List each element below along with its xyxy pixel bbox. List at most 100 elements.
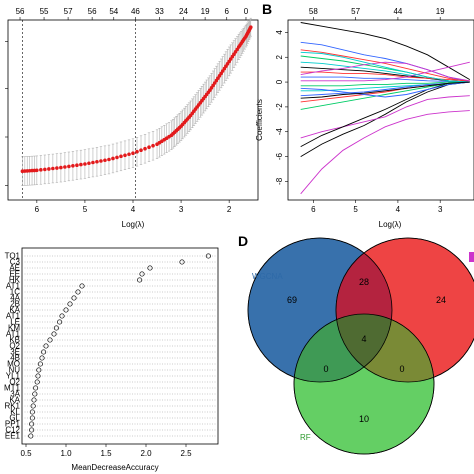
panel-b-series-line [300,81,470,103]
panel-c-category-label: 2B [10,300,20,309]
panel-a-point [47,167,51,171]
panel-b-top-tick-label: 44 [393,7,402,16]
panel-c-x-tick-label: 1.0 [60,449,72,458]
panel-a-point [95,159,99,164]
panel-c-xlabel: MeanDecreaseAccuracy [71,463,158,472]
panel-c-rows: TO1C3AEEEHKAT11C4A2BKAAT1LEKMAT1KBO23E4B… [4,252,218,441]
panel-c-category-label: PP1 [5,420,21,429]
panel-a-point [143,146,147,151]
panel-b-coefficient-paths: B 58 57 44 19 6 5 4 3 -8 -6 -4 -2 0 2 4 Log(λ) Coeff… [255,1,474,229]
panel-c-category-label: RK1 [4,402,20,411]
venn-overlap-right-rf [336,314,434,382]
venn-label-rf: RF [300,433,311,442]
panel-a-x-tick-label: 6 [35,205,40,214]
panel-b-left-axis: -8 -6 -4 -2 0 2 4 [275,30,288,185]
panel-b-y-tick-label: 0 [275,79,284,84]
panel-b-frame [287,19,474,201]
panel-a-top-tick-label: 57 [64,7,73,16]
panel-a-top-tick-label: 33 [155,7,164,16]
panel-b-series-line [300,51,470,83]
venn-count-all: 4 [361,334,366,344]
panel-b-series-line [300,81,470,147]
panel-a-point [55,166,59,170]
panel-c-category-label: 3E [10,348,20,357]
panel-c-point [37,361,43,367]
panel-c-category-label: MO [7,360,20,369]
panel-c-point [79,283,85,289]
panel-b-y-tick-label: -2 [275,103,284,111]
panel-c-category-label: C12 [5,426,20,435]
panel-c-category-label: MT1 [4,384,21,393]
panel-c-category-label: 4B [10,354,20,363]
panel-c-category-label: 3A [10,390,20,399]
panel-b-x-tick-label: 5 [353,205,358,214]
panel-c-point [29,421,35,427]
panel-c-point [205,253,211,259]
venn-count-wgcna-rf: 0 [323,364,328,374]
venn-count-wgcna-right: 28 [359,277,369,287]
panel-b-y-tick-label: -6 [275,152,284,160]
panel-c-category-label: 4A [10,294,20,303]
panel-b-series-line [300,22,471,80]
panel-b-series-line [300,110,470,195]
panel-c-category-label: AT1 [6,330,21,339]
panel-c-point [36,367,42,373]
panel-c-point [137,277,143,283]
panel-b-x-tick-label: 3 [438,205,443,214]
panel-b-top-tick-label: 19 [436,7,445,16]
panel-b-lines [300,22,471,195]
panel-c-category-label: EE1 [5,432,21,441]
panel-b-xlabel: Log(λ) [379,220,402,229]
panel-a-xlabel: Log(λ) [122,220,145,229]
panel-c-point [43,343,49,349]
panel-a-point [119,154,123,159]
venn-overlap-wgcna-rf [294,314,392,382]
panel-c-category-label: YL1 [6,372,21,381]
panel-a-point [87,161,91,166]
panel-a-point [43,167,47,172]
panel-b-series-line [300,76,470,83]
panel-b-series-line [300,81,470,98]
panel-a-point [127,152,131,157]
panel-c-point [39,355,45,361]
panel-c-point [41,349,47,355]
panel-a-point [103,158,107,163]
panel-a-frame [7,19,259,201]
panel-b-series-line [300,95,470,139]
panel-c-point [51,331,57,337]
venn-label-wgcna: WGCNA [252,272,283,281]
panel-c-category-label: GL [9,414,20,423]
panel-c-x-tick-label: 1.5 [100,449,112,458]
panel-a-point [147,145,151,149]
panel-c-category-label: AE [9,264,20,273]
panel-c-category-label: LE [10,318,20,327]
panel-b-series-line [300,81,470,99]
panel-a-left-axis [5,41,8,186]
panel-b-series-line [300,81,470,87]
panel-b-y-tick-label: -8 [275,177,284,185]
panel-c-point [29,427,35,433]
panel-a-point [107,157,111,162]
panel-a-points [20,25,253,173]
panel-c-point [32,391,38,397]
panel-a-top-tick-label: 19 [201,7,210,16]
panel-a-point [51,166,55,171]
panel-a-x-tick-label: 3 [179,205,184,214]
panel-c-category-label: KM [8,324,20,333]
panel-c-category-label: AT1 [6,312,21,321]
panel-a-point [83,162,87,166]
panel-b-series-line [300,49,470,83]
panel-a-top-tick-label: 56 [88,7,97,16]
panel-b-bottom-axis: 6 5 4 3 [311,200,443,214]
panel-a-point [39,168,43,172]
panel-a-top-tick-label: 46 [131,7,140,16]
panel-a-point [63,165,67,169]
panel-a-point [135,149,139,154]
panel-c-category-label: O2 [9,378,20,387]
panel-a-point [75,163,79,167]
panel-a-top-tick-label: 0 [244,7,249,16]
venn-label-right-fragment [469,252,474,262]
panel-a-point [123,153,127,158]
panel-a-point [111,156,115,161]
